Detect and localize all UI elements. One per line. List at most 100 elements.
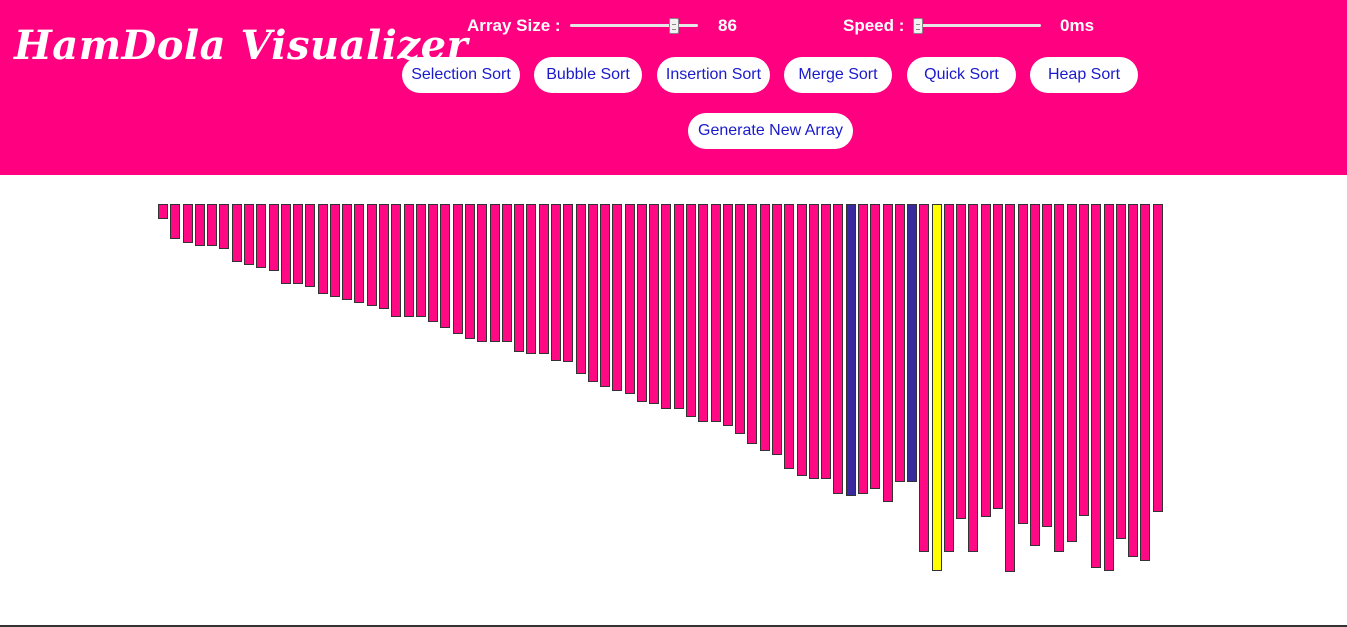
array-bar <box>1152 204 1163 512</box>
array-bar <box>415 204 426 317</box>
array-bar <box>600 204 611 387</box>
array-bar <box>772 204 782 455</box>
array-bar <box>256 204 267 268</box>
array-bar <box>649 204 660 404</box>
array-bar <box>440 204 451 328</box>
array-bar <box>170 204 181 239</box>
array-size-slider[interactable] <box>570 18 698 34</box>
array-bar <box>661 204 672 409</box>
array-bar <box>636 204 647 402</box>
array-bar <box>1115 204 1126 539</box>
array-bar <box>845 204 856 496</box>
array-bar <box>1005 204 1016 572</box>
array-bar <box>329 204 340 297</box>
speed-slider[interactable] <box>913 18 1041 34</box>
array-bar <box>1140 204 1151 561</box>
array-bar <box>391 204 402 317</box>
array-bar <box>735 204 746 434</box>
array-bar <box>293 204 304 284</box>
selection-sort-button[interactable]: Selection Sort <box>402 57 520 93</box>
array-bar <box>354 204 365 303</box>
array-bar <box>268 204 279 271</box>
array-bar <box>501 204 512 342</box>
array-bar <box>305 204 316 287</box>
header-bar: HamDola Visualizer Array Size : 86 Speed… <box>0 0 1347 175</box>
array-bar <box>1054 204 1065 552</box>
array-bar <box>943 204 954 552</box>
array-bar <box>919 204 930 552</box>
array-bar <box>194 204 205 246</box>
array-size-slider-track <box>570 24 698 27</box>
array-bar <box>158 204 168 219</box>
app-logo: HamDola Visualizer <box>14 22 469 69</box>
merge-sort-button[interactable]: Merge Sort <box>784 57 892 93</box>
bubble-sort-button[interactable]: Bubble Sort <box>534 57 642 93</box>
array-bar <box>956 204 967 519</box>
speed-slider-thumb[interactable] <box>913 18 923 34</box>
array-bar <box>1042 204 1053 527</box>
array-bar <box>207 204 218 246</box>
array-bar <box>894 204 905 482</box>
array-bar <box>452 204 463 334</box>
array-bar <box>673 204 684 409</box>
array-bar <box>624 204 635 394</box>
array-bar <box>857 204 868 494</box>
array-bar <box>1091 204 1102 568</box>
array-bar <box>280 204 291 284</box>
array-bar <box>821 204 832 479</box>
bottom-divider <box>0 625 1347 627</box>
array-bar <box>575 204 586 374</box>
array-bar <box>722 204 733 426</box>
array-bar <box>686 204 697 417</box>
array-bar <box>219 204 230 249</box>
array-bar <box>465 204 475 339</box>
array-size-value: 86 <box>718 16 737 35</box>
array-bar <box>1079 204 1089 516</box>
array-bar <box>993 204 1004 509</box>
array-bar <box>870 204 881 489</box>
array-bar <box>784 204 795 469</box>
array-bar <box>968 204 979 552</box>
array-bar <box>1029 204 1040 546</box>
array-bar <box>882 204 893 502</box>
array-bar <box>980 204 991 517</box>
array-bar <box>317 204 328 294</box>
array-bar <box>587 204 598 382</box>
array-bar <box>342 204 353 300</box>
array-bar <box>514 204 525 352</box>
array-size-label: Array Size : <box>467 16 561 35</box>
array-bar <box>796 204 807 476</box>
array-bar <box>243 204 254 265</box>
array-bar <box>563 204 574 362</box>
array-bar <box>1017 204 1028 524</box>
array-bar <box>428 204 439 322</box>
speed-slider-track <box>913 24 1041 27</box>
array-bar <box>366 204 377 306</box>
array-bar <box>1066 204 1077 542</box>
array-bar <box>526 204 537 354</box>
heap-sort-button[interactable]: Heap Sort <box>1030 57 1138 93</box>
speed-label: Speed : <box>843 16 905 35</box>
array-bar <box>538 204 549 354</box>
array-bar <box>698 204 709 422</box>
array-bar <box>747 204 758 444</box>
insertion-sort-button[interactable]: Insertion Sort <box>657 57 770 93</box>
generate-new-array-button[interactable]: Generate New Array <box>688 113 853 149</box>
array-bar <box>182 204 193 243</box>
array-bar <box>1103 204 1114 571</box>
array-bar <box>808 204 819 479</box>
array-bar <box>477 204 488 342</box>
array-bar <box>379 204 390 309</box>
array-size-slider-thumb[interactable] <box>669 18 680 34</box>
array-bar <box>403 204 414 317</box>
speed-value: 0ms <box>1060 16 1095 35</box>
array-bar <box>907 204 918 482</box>
array-bar <box>1128 204 1139 557</box>
array-bar <box>931 204 942 571</box>
quick-sort-button[interactable]: Quick Sort <box>907 57 1016 93</box>
array-bar <box>759 204 770 451</box>
array-bar <box>612 204 623 391</box>
array-bar <box>710 204 721 422</box>
array-bar <box>550 204 561 361</box>
array-bar <box>231 204 242 262</box>
